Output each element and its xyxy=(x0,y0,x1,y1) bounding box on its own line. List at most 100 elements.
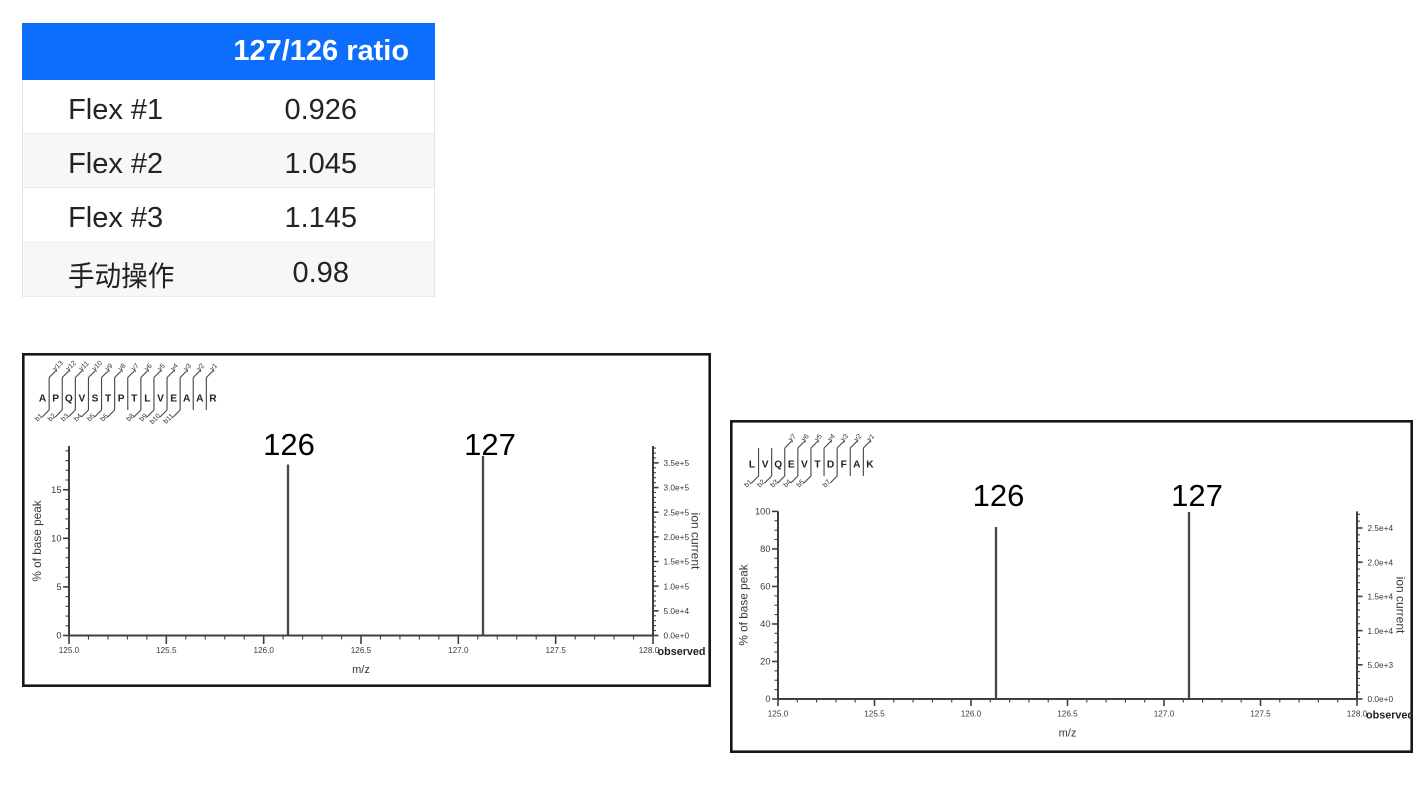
svg-text:127: 127 xyxy=(464,427,516,462)
svg-text:V: V xyxy=(79,393,86,404)
svg-text:m/z: m/z xyxy=(352,664,370,676)
svg-text:E: E xyxy=(170,393,177,404)
svg-text:y10: y10 xyxy=(91,360,104,373)
svg-text:observed: observed xyxy=(658,646,706,658)
svg-text:A: A xyxy=(183,393,191,404)
svg-text:y3: y3 xyxy=(840,433,850,443)
svg-text:60: 60 xyxy=(760,582,770,592)
svg-text:y2: y2 xyxy=(196,362,206,372)
svg-text:Q: Q xyxy=(65,393,73,404)
svg-text:V: V xyxy=(762,459,769,470)
svg-text:b9: b9 xyxy=(139,413,150,424)
svg-text:Q: Q xyxy=(774,459,782,470)
svg-text:y11: y11 xyxy=(78,360,91,373)
svg-text:b11: b11 xyxy=(163,413,176,426)
svg-text:% of base peak: % of base peak xyxy=(30,500,44,581)
svg-text:ion current: ion current xyxy=(689,513,703,570)
svg-text:y4: y4 xyxy=(827,433,837,443)
svg-text:% of base peak: % of base peak xyxy=(737,564,751,645)
svg-text:K: K xyxy=(866,459,874,470)
svg-text:y6: y6 xyxy=(144,362,154,372)
svg-text:b4: b4 xyxy=(783,479,794,490)
svg-text:m/z: m/z xyxy=(1059,728,1077,740)
svg-text:b8: b8 xyxy=(126,413,137,424)
svg-text:0: 0 xyxy=(765,694,770,704)
svg-text:b1: b1 xyxy=(34,413,45,424)
svg-text:2.0e+4: 2.0e+4 xyxy=(1368,557,1394,567)
svg-text:y1: y1 xyxy=(209,362,219,372)
svg-text:y4: y4 xyxy=(170,362,180,372)
svg-text:2.5e+5: 2.5e+5 xyxy=(664,507,690,517)
svg-text:15: 15 xyxy=(51,485,61,495)
svg-text:126: 126 xyxy=(263,427,315,462)
svg-text:V: V xyxy=(157,393,164,404)
svg-text:A: A xyxy=(196,393,204,404)
svg-text:y7: y7 xyxy=(130,362,140,372)
svg-text:100: 100 xyxy=(755,507,771,517)
svg-text:5.0e+4: 5.0e+4 xyxy=(664,606,690,616)
svg-text:125.5: 125.5 xyxy=(864,710,885,719)
svg-text:126.0: 126.0 xyxy=(961,710,982,719)
svg-text:T: T xyxy=(814,459,821,470)
svg-text:S: S xyxy=(92,393,99,404)
svg-text:y2: y2 xyxy=(853,433,863,443)
svg-text:3.0e+5: 3.0e+5 xyxy=(664,483,690,493)
svg-text:T: T xyxy=(105,393,112,404)
svg-text:ion current: ion current xyxy=(1394,577,1408,634)
svg-text:0.0e+0: 0.0e+0 xyxy=(1368,694,1394,704)
svg-text:b10: b10 xyxy=(149,413,162,426)
svg-text:127.5: 127.5 xyxy=(545,646,566,655)
svg-text:0: 0 xyxy=(56,631,61,641)
svg-text:126.5: 126.5 xyxy=(351,646,372,655)
svg-text:observed: observed xyxy=(1366,710,1413,722)
svg-text:y13: y13 xyxy=(52,360,65,373)
svg-text:5: 5 xyxy=(56,582,61,592)
svg-text:P: P xyxy=(52,393,59,404)
svg-text:1.5e+5: 1.5e+5 xyxy=(664,557,690,567)
svg-text:1.0e+4: 1.0e+4 xyxy=(1368,626,1394,636)
svg-text:125.5: 125.5 xyxy=(156,646,177,655)
svg-text:E: E xyxy=(788,459,795,470)
svg-text:A: A xyxy=(853,459,861,470)
svg-text:127: 127 xyxy=(1171,478,1223,513)
svg-text:0.0e+0: 0.0e+0 xyxy=(664,631,690,641)
svg-text:y5: y5 xyxy=(814,433,824,443)
svg-text:80: 80 xyxy=(760,544,770,554)
svg-text:b5: b5 xyxy=(86,413,97,424)
svg-text:b4: b4 xyxy=(73,413,84,424)
svg-text:P: P xyxy=(118,393,125,404)
svg-text:127.0: 127.0 xyxy=(448,646,469,655)
svg-text:y7: y7 xyxy=(787,433,797,443)
svg-text:F: F xyxy=(841,459,847,470)
svg-text:y9: y9 xyxy=(104,362,114,372)
svg-text:L: L xyxy=(749,459,755,470)
svg-text:b2: b2 xyxy=(756,479,767,490)
svg-text:126: 126 xyxy=(973,478,1025,513)
svg-text:125.0: 125.0 xyxy=(768,710,789,719)
svg-text:125.0: 125.0 xyxy=(59,646,80,655)
svg-text:40: 40 xyxy=(760,619,770,629)
svg-text:y1: y1 xyxy=(866,433,876,443)
svg-text:b3: b3 xyxy=(769,479,780,490)
svg-text:D: D xyxy=(827,459,834,470)
svg-text:b2: b2 xyxy=(47,413,58,424)
svg-text:3.5e+5: 3.5e+5 xyxy=(664,458,690,468)
svg-text:20: 20 xyxy=(760,657,770,667)
svg-text:2.5e+4: 2.5e+4 xyxy=(1368,523,1394,533)
svg-text:y12: y12 xyxy=(65,360,78,373)
svg-text:y5: y5 xyxy=(157,362,167,372)
svg-text:1.0e+5: 1.0e+5 xyxy=(664,581,690,591)
svg-text:b3: b3 xyxy=(60,413,71,424)
svg-text:y8: y8 xyxy=(117,362,127,372)
svg-text:b1: b1 xyxy=(743,479,754,490)
svg-text:126.0: 126.0 xyxy=(253,646,274,655)
svg-text:V: V xyxy=(801,459,808,470)
svg-text:5.0e+3: 5.0e+3 xyxy=(1368,660,1394,670)
svg-text:128.0: 128.0 xyxy=(639,646,660,655)
svg-text:L: L xyxy=(144,393,150,404)
svg-text:128.0: 128.0 xyxy=(1347,710,1368,719)
svg-text:b5: b5 xyxy=(796,479,807,490)
svg-text:1.5e+4: 1.5e+4 xyxy=(1368,592,1394,602)
svg-text:10: 10 xyxy=(51,534,61,544)
svg-text:126.5: 126.5 xyxy=(1057,710,1078,719)
